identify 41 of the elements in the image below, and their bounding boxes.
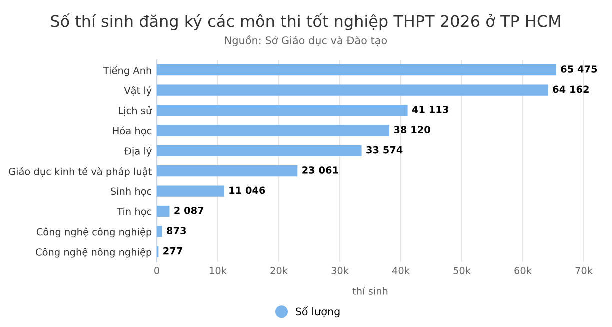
y-tick-label: Sinh học	[111, 188, 152, 197]
data-label: 41 113	[412, 106, 448, 114]
x-tick-label: 60k	[514, 266, 532, 274]
data-label: 64 162	[553, 86, 589, 94]
y-tick-label: Vật lý	[124, 86, 152, 96]
x-tick-label: 10k	[210, 266, 227, 274]
bar	[157, 145, 362, 156]
data-label: 65 475	[561, 66, 598, 73]
x-tick-label: 0	[154, 267, 160, 274]
data-label: 33 574	[366, 146, 403, 154]
y-tick-label: Tin học	[117, 208, 152, 217]
data-label: 277	[164, 247, 182, 255]
x-tick-label: 30k	[332, 266, 349, 274]
x-tick-label: 20k	[270, 266, 288, 274]
bar	[157, 125, 390, 136]
data-label: 873	[167, 227, 186, 235]
bar	[157, 104, 408, 116]
legend-label: Số lượng	[296, 306, 340, 318]
data-label: 2 087	[174, 206, 204, 214]
y-tick-label: Công nghệ nông nghiệp	[36, 248, 152, 258]
y-tick-label: Tiếng Anh	[103, 66, 152, 76]
bar	[157, 166, 298, 177]
y-tick-label: Giáo dục kinh tế và pháp luật	[9, 166, 152, 178]
chart-subtitle: Nguồn: Sở Giáo dục và Đào tạo	[225, 36, 388, 46]
bar	[157, 84, 548, 96]
bar	[157, 64, 556, 76]
data-label: 38 120	[394, 126, 430, 134]
data-label: 23 061	[302, 166, 338, 174]
y-tick-label: Lịch sử	[119, 106, 153, 116]
bar	[157, 206, 170, 218]
x-tick-label: 40k	[392, 266, 410, 274]
chart-title: Số thí sinh đăng ký các môn thi tốt nghiệp THPT 2026 ở TP HCM	[51, 14, 560, 30]
y-tick-label: Địa lý	[124, 147, 152, 157]
x-axis-title: thí sinh	[352, 286, 388, 295]
x-tick-label: 50k	[454, 266, 471, 274]
y-tick-label: Công nghệ công nghiệp	[36, 228, 152, 238]
y-tick-label: Hóa học	[113, 126, 152, 136]
data-label: 11 046	[230, 186, 266, 194]
bar	[157, 186, 224, 197]
bar	[157, 226, 162, 238]
x-tick-label: 70k	[576, 266, 593, 274]
